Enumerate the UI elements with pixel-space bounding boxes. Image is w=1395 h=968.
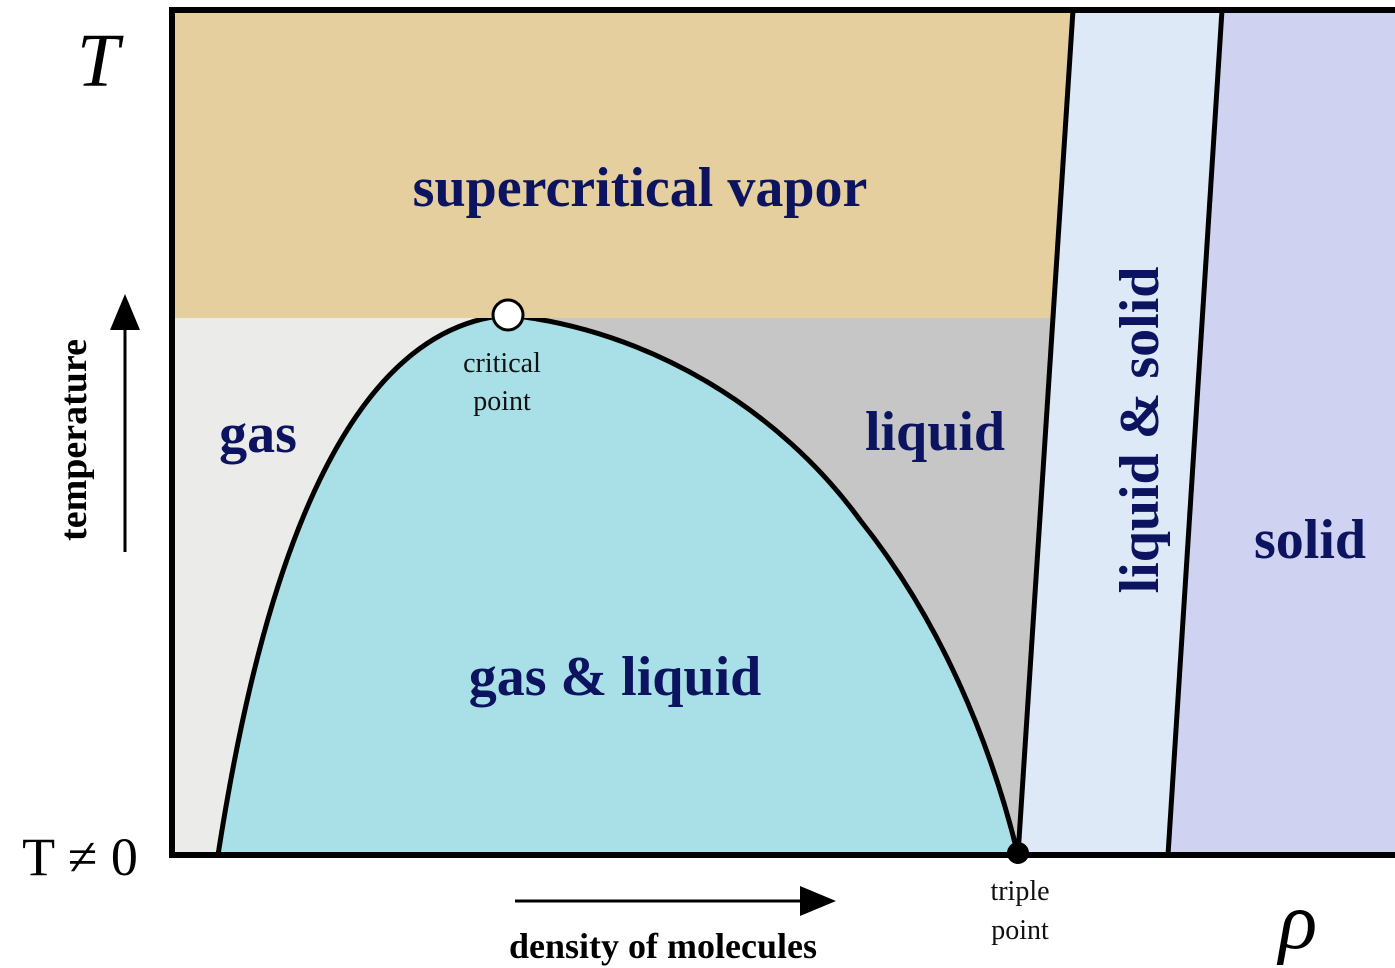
- solid-region: [1168, 10, 1395, 855]
- y-symbol: T: [77, 19, 124, 103]
- region-label: gas: [219, 403, 297, 465]
- region-label: liquid: [865, 401, 1005, 463]
- liquid-solid-region: [1018, 10, 1222, 855]
- region-label: supercritical vapor: [413, 157, 868, 219]
- critical-point: [491, 298, 525, 332]
- melting-line: [1015, 9, 1076, 856]
- y-label: temperature: [53, 339, 95, 541]
- point-label: critical: [463, 348, 541, 379]
- solidus-line: [1165, 9, 1225, 856]
- frame: [169, 7, 1395, 855]
- coexistence-dome: [215, 312, 1022, 858]
- x-symbol: ρ: [1276, 878, 1317, 966]
- region-label: solid: [1254, 509, 1366, 571]
- y-origin: T ≠ 0: [22, 827, 138, 887]
- region-label: gas & liquid: [469, 646, 762, 708]
- point-label: point: [473, 386, 531, 417]
- supercritical-region: [172, 10, 1073, 318]
- region-label: liquid & solid: [1109, 267, 1171, 594]
- triple-point: [1007, 842, 1029, 864]
- point-label: triple: [990, 876, 1049, 907]
- point-label: point: [991, 915, 1049, 946]
- x-label: density of molecules: [509, 926, 817, 966]
